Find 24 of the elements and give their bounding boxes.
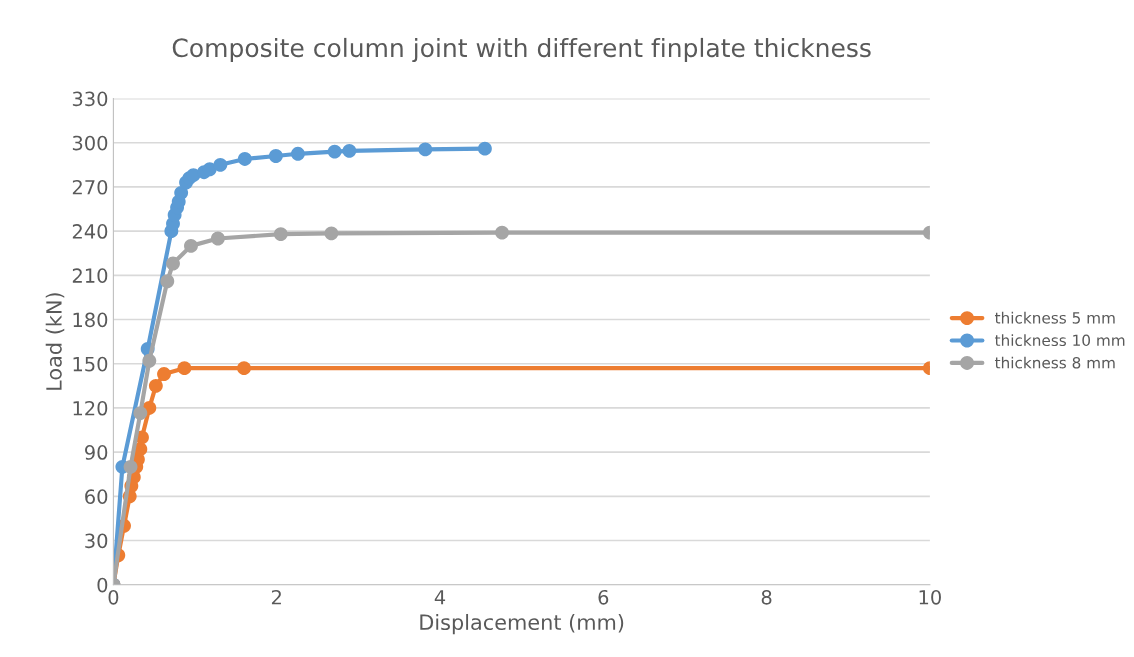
legend-label: thickness 5 mm	[994, 311, 1115, 324]
y-tick-label: 240	[72, 224, 108, 239]
y-tick-label: 300	[72, 135, 108, 151]
x-tick-label: 6	[598, 589, 609, 605]
x-tick-label: 4	[434, 590, 446, 605]
legend-label: thickness 10 mm	[994, 334, 1125, 347]
y-tick-label: 60	[85, 489, 108, 504]
y-tick-label: 270	[72, 179, 108, 195]
x-tick-label: 2	[271, 589, 281, 605]
y-tick-label: 330	[72, 91, 108, 107]
x-axis-title: Displacement (mm)	[420, 613, 624, 635]
y-tick-label: 120	[73, 400, 108, 416]
y-tick-label: 150	[73, 356, 108, 372]
x-tick-label: 10	[919, 589, 941, 605]
legend-label: thickness 8 mm	[994, 356, 1115, 369]
y-tick-label: 90	[85, 445, 108, 460]
y-tick-label: 210	[72, 268, 108, 284]
y-tick-label: 180	[73, 312, 108, 328]
y-tick-label: 30	[85, 533, 108, 549]
chart-title: Composite column joint with different finplate thickness	[172, 37, 871, 63]
x-tick-label: 0	[108, 589, 119, 605]
y-tick-label: 0	[97, 577, 108, 593]
y-axis-title: Load (kN)	[45, 293, 65, 390]
x-tick-label: 8	[761, 589, 772, 605]
